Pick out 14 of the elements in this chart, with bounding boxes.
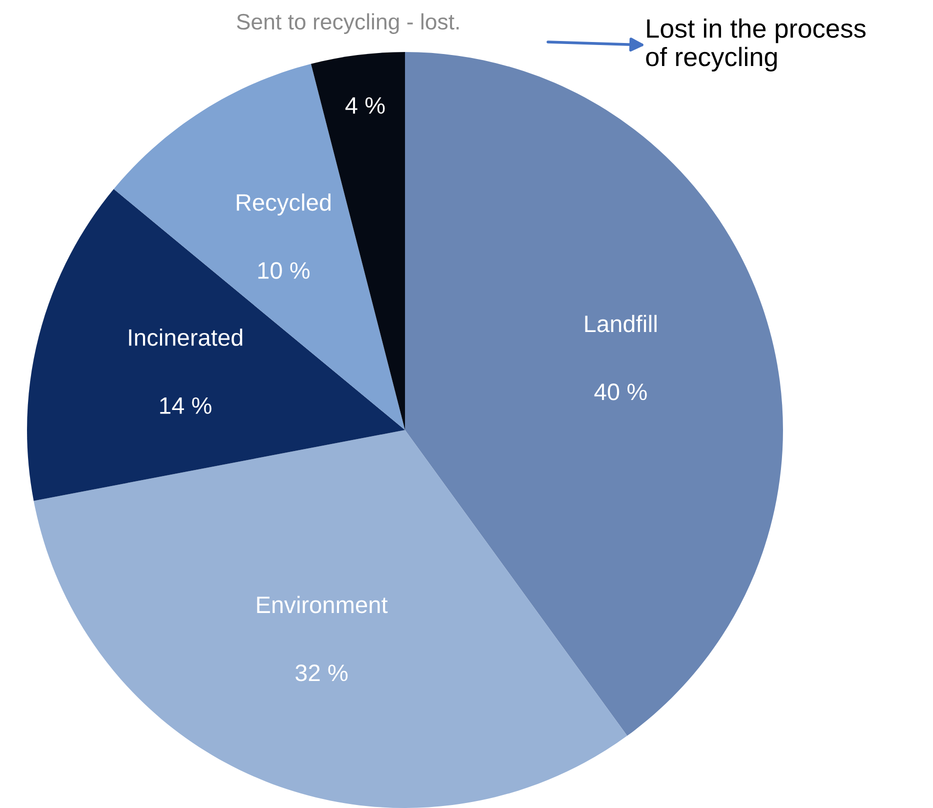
text: Lost in the process of recycling bbox=[646, 18, 866, 72]
pie-slice bbox=[27, 189, 405, 501]
slice-label: Environment bbox=[257, 596, 388, 614]
slice-label: Incinerated bbox=[129, 328, 242, 346]
data-label: 32 % bbox=[296, 664, 348, 682]
data-label: 10 % bbox=[258, 262, 310, 279]
slice-label: Landfill bbox=[585, 314, 657, 332]
pie-slice bbox=[114, 64, 405, 430]
slice-label: Recycled bbox=[236, 193, 331, 216]
data-label: 4 % bbox=[345, 97, 385, 114]
slice-label: Sent to recycling - lost. bbox=[236, 13, 459, 34]
pie-slice bbox=[34, 430, 628, 808]
data-label: 40 % bbox=[594, 384, 647, 400]
data-label: 14 % bbox=[160, 397, 212, 414]
